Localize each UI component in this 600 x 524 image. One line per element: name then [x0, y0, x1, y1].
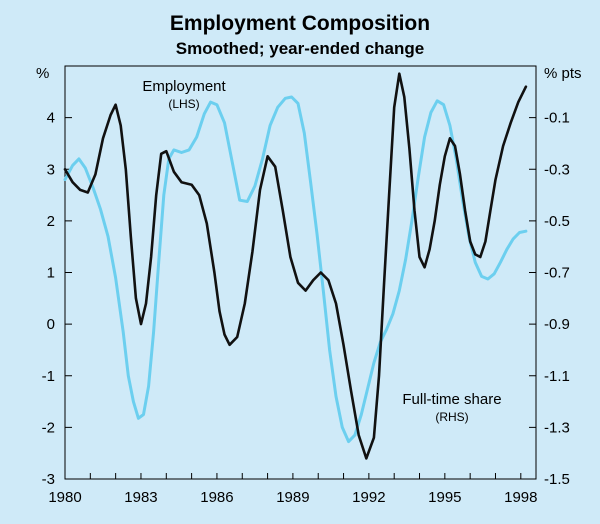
- right-tick-label: -1.3: [544, 419, 570, 436]
- x-tick-label: 1998: [504, 489, 537, 506]
- left-tick-label: -1: [42, 368, 55, 385]
- right-tick-label: -0.3: [544, 161, 570, 178]
- left-tick-label: 2: [47, 213, 55, 230]
- annotation-fulltime-share-axis: (RHS): [435, 410, 468, 424]
- axis-labels: 4 3 2 1 0 -1 -2 -3 -0.1 -0.3 -0.5 -0.7 -0.9 -1.1 -1.3 -…: [42, 110, 570, 506]
- right-tick-label: -1.1: [544, 368, 570, 385]
- right-tick-label: -0.5: [544, 213, 570, 230]
- annotation-employment: Employment: [142, 78, 226, 95]
- series-lines: [63, 72, 528, 460]
- left-tick-label: 4: [47, 110, 55, 127]
- left-tick-label: 3: [47, 161, 55, 178]
- x-tick-label: 1995: [428, 489, 461, 506]
- series-line-employment: [63, 72, 528, 460]
- x-tick-label: 1986: [200, 489, 233, 506]
- left-tick-label: -2: [42, 419, 55, 436]
- chart-title: Employment Composition: [170, 12, 430, 35]
- right-tick-label: -0.7: [544, 265, 570, 282]
- left-axis-unit: %: [36, 65, 49, 82]
- right-axis-unit: % pts: [544, 65, 582, 82]
- right-tick-label: -0.9: [544, 316, 570, 333]
- series-line-fulltime-share: [63, 95, 528, 444]
- annotation-employment-axis: (LHS): [168, 97, 199, 111]
- x-tick-label: 1980: [48, 489, 81, 506]
- axis-ticks: [64, 117, 536, 480]
- left-tick-label: 0: [47, 316, 55, 333]
- annotation-fulltime-share: Full-time share: [402, 391, 501, 408]
- x-tick-label: 1983: [124, 489, 157, 506]
- x-tick-label: 1992: [352, 489, 385, 506]
- right-tick-label: -0.1: [544, 110, 570, 127]
- right-tick-label: -1.5: [544, 471, 570, 488]
- left-tick-label: -3: [42, 471, 55, 488]
- left-tick-label: 1: [47, 265, 55, 282]
- x-tick-label: 1989: [276, 489, 309, 506]
- chart-subtitle: Smoothed; year-ended change: [176, 39, 424, 58]
